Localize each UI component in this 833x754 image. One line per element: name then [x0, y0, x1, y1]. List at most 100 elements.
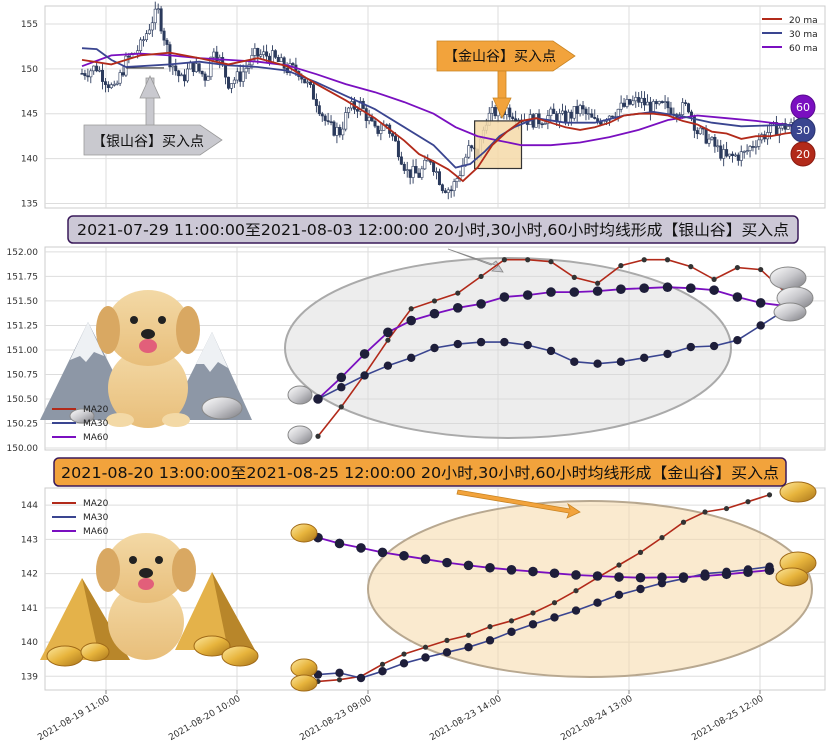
- candle-body: [739, 151, 743, 161]
- gold-ma30-point: [464, 643, 473, 652]
- candle-body: [432, 161, 436, 173]
- y-tick-label: 150.50: [7, 395, 39, 405]
- silver-ma30-point: [756, 321, 765, 330]
- y-tick-label: 152.00: [7, 248, 39, 258]
- y-tick-label: 150.00: [7, 444, 39, 454]
- candle-body: [716, 145, 720, 148]
- silver-ma60-point: [429, 308, 440, 319]
- silver-ma20-point: [501, 257, 507, 263]
- candle-body: [323, 115, 327, 121]
- gold-ma60-point: [485, 562, 495, 573]
- candle-body: [373, 120, 377, 127]
- candle-body: [742, 151, 746, 153]
- gold-ma60-point: [420, 554, 431, 565]
- candle-body: [103, 81, 107, 85]
- silver-ma60-point: [522, 290, 533, 300]
- candle-body: [156, 8, 160, 11]
- y-tick-label: 141: [21, 604, 38, 614]
- candle-body: [402, 163, 406, 171]
- y-tick-label: 150: [21, 65, 38, 75]
- gold-ma20-point: [551, 600, 558, 606]
- silver-ma20-point: [385, 337, 391, 343]
- candle-body: [147, 29, 151, 34]
- gold-ma30-point: [636, 584, 645, 594]
- silver-ma60-point: [476, 299, 486, 309]
- y-tick-label: 155: [21, 20, 38, 30]
- candle-body: [713, 137, 717, 147]
- gold-ma30-point: [421, 653, 430, 662]
- gold-ma60-point: [571, 570, 581, 580]
- candle-body: [282, 57, 286, 69]
- candle-body: [165, 39, 169, 45]
- candle-body: [648, 101, 652, 113]
- gold-ma20-point: [573, 588, 579, 594]
- gold-ma20-point: [336, 677, 343, 683]
- legend-30ma: 30 ma: [789, 30, 818, 40]
- silver-valley-panel: 150.00 150.25 150.50 150.75 151.00 151.25 151.…: [7, 215, 826, 454]
- silver-y-ticks: 150.00 150.25 150.50 150.75 151.00 151.25 151.…: [7, 248, 39, 454]
- silver-ma30-point: [500, 337, 509, 347]
- silver-ma30-point: [407, 353, 416, 363]
- silver-ma30-point: [616, 357, 626, 366]
- candle-body: [584, 108, 588, 115]
- candle-body: [511, 116, 515, 120]
- gold-ma60-point: [356, 543, 366, 553]
- y-tick-label: 144: [21, 501, 38, 511]
- candle-body: [89, 70, 93, 78]
- candle-body: [590, 113, 594, 118]
- candle-body: [616, 108, 620, 117]
- candle-body: [332, 121, 336, 136]
- candle-body: [417, 172, 421, 178]
- candle-body: [162, 30, 166, 41]
- candle-body: [757, 139, 761, 147]
- candle-body: [730, 153, 734, 156]
- candle-body: [320, 113, 324, 117]
- candle-body: [118, 72, 122, 84]
- silver-ma30-point: [593, 359, 602, 368]
- gold-ma60-point: [657, 572, 667, 583]
- silver-ma30-point: [546, 346, 556, 356]
- candle-body: [651, 101, 655, 113]
- gold-ma30-point: [528, 620, 538, 629]
- candle-body: [101, 69, 105, 82]
- silver-ma30-point: [709, 341, 719, 351]
- candle-body: [543, 123, 547, 125]
- silver-ma20-point: [478, 273, 484, 280]
- candle-body: [338, 127, 342, 136]
- gold-ma60-point: [614, 572, 624, 582]
- candle-body: [704, 128, 708, 144]
- candle-body: [695, 130, 699, 135]
- candle-body: [259, 54, 263, 57]
- candle-body: [563, 110, 567, 124]
- gold-ma30-point: [507, 627, 516, 636]
- gold-ma60-point: [743, 567, 753, 578]
- candle-body: [344, 112, 348, 130]
- overview-ma30-line: [81, 47, 800, 169]
- gold-title: 2021-08-20 13:00:00至2021-08-25 12:00:00 …: [61, 464, 779, 482]
- y-tick-label: 140: [21, 638, 38, 648]
- x-axis-ticks: 2021-08-19 11:00 2021-08-20 10:00 2021-08-…: [36, 690, 766, 743]
- candle-body: [420, 168, 424, 178]
- candle-body: [347, 107, 351, 113]
- overview-y-ticks: 135 140 145 150 155: [21, 20, 38, 210]
- gold-ma30-point: [356, 673, 366, 683]
- gold-ma60-point: [549, 568, 560, 579]
- gold-ma20-point: [616, 562, 622, 568]
- candle-body: [391, 133, 395, 137]
- gold-annotation: 【金山谷】买入点: [436, 40, 576, 119]
- candle-body: [92, 65, 96, 72]
- candle-body: [203, 73, 207, 81]
- candle-body: [610, 115, 614, 118]
- candle-body: [660, 101, 664, 103]
- gold-legend-ma30: MA30: [83, 513, 109, 523]
- overview-ma20-line: [81, 51, 801, 183]
- candle-body: [493, 107, 497, 117]
- candle-body: [405, 169, 409, 171]
- silver-ma20-point: [315, 433, 321, 439]
- candle-body: [265, 51, 269, 57]
- candle-body: [628, 99, 632, 105]
- gold-dog-illustration: [40, 533, 259, 667]
- gold-ma20-point: [379, 661, 386, 667]
- silver-ma30-point: [663, 349, 672, 359]
